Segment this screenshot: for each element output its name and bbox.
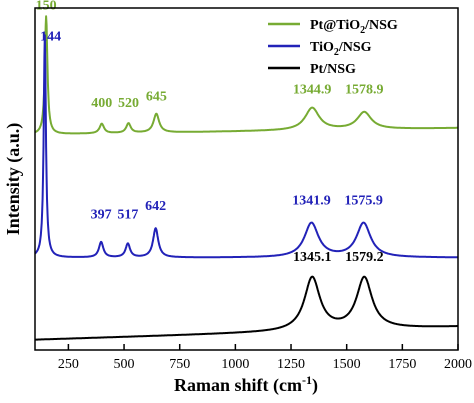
x-tick-label-3: 1000	[221, 357, 249, 372]
legend-label-part-1-1: 2	[334, 47, 339, 58]
x-axis-title-main: Raman shift (cm	[174, 375, 302, 396]
peak-labels: 150 400 520 645 1344.9 1578.9 144 397 517 642 1341…	[36, 0, 384, 265]
series-layer	[34, 15, 459, 341]
peak-label-0-4: 1344.9	[293, 83, 332, 98]
peak-label-0-5: 1578.9	[345, 83, 384, 98]
legend-label-part-0-1: 2	[360, 25, 365, 36]
legend-label-1: TiO2/NSG	[310, 40, 372, 58]
peak-label-1-5: 1575.9	[344, 194, 383, 209]
peak-label-1-1: 397	[91, 207, 112, 222]
x-tick-label-7: 2000	[444, 357, 472, 372]
peak-label-0-0: 150	[36, 0, 57, 14]
x-tick-label-4: 1250	[277, 357, 305, 372]
x-axis-title-tail: )	[312, 375, 318, 396]
legend-label-part-1-2: /NSG	[338, 40, 372, 55]
x-axis-ticks: 250 500 750 1000 1250 1500 1750 2000	[58, 344, 472, 372]
x-tick-label-2: 750	[169, 357, 190, 372]
series-line-1	[34, 34, 459, 259]
x-tick-label-5: 1500	[333, 357, 361, 372]
x-axis-title-sup: -1	[302, 373, 312, 387]
x-tick-label-6: 1750	[388, 357, 416, 372]
series-line-2	[34, 275, 459, 341]
peak-label-0-3: 645	[146, 89, 167, 104]
x-tick-label-1: 500	[114, 357, 135, 372]
x-tick-label-0: 250	[58, 357, 79, 372]
legend-label-2: Pt/NSG	[310, 62, 356, 77]
peak-label-2-0: 1345.1	[293, 250, 332, 265]
peak-label-1-0: 144	[40, 29, 61, 44]
peak-label-0-2: 520	[118, 96, 139, 111]
y-axis-title: Intensity (a.u.)	[3, 123, 24, 236]
series-line-0	[34, 15, 459, 135]
peak-label-0-1: 400	[91, 96, 112, 111]
legend-label-part-1-0: TiO	[310, 40, 334, 55]
x-axis-title: Raman shift (cm-1)	[174, 373, 318, 396]
peak-label-1-2: 517	[117, 207, 138, 222]
legend-label-part-2-0: Pt/NSG	[310, 62, 356, 77]
peak-label-2-1: 1579.2	[345, 250, 384, 265]
peak-label-1-3: 642	[145, 199, 166, 214]
legend-label-part-0-2: /NSG	[364, 18, 398, 33]
peak-label-1-4: 1341.9	[292, 194, 331, 209]
legend-label-0: Pt@TiO2/NSG	[310, 18, 398, 36]
plot-frame	[34, 7, 459, 351]
legend-label-part-0-0: Pt@TiO	[310, 18, 360, 33]
